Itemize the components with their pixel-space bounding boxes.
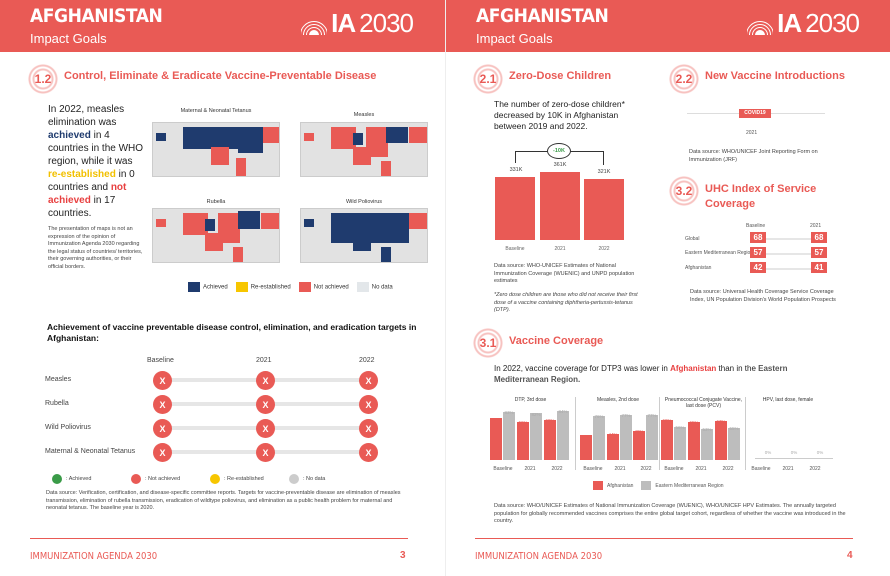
section-title: UHC Index of Service Coverage bbox=[705, 183, 817, 210]
map-rubella bbox=[152, 208, 280, 263]
not-achieved-icon: X bbox=[153, 419, 172, 438]
row-label: Maternal & Neonatal Tetanus bbox=[45, 448, 136, 455]
legend-item: : No data bbox=[289, 474, 368, 484]
logo-rings-icon bbox=[301, 13, 328, 35]
footer-label: IMMUNIZATION AGENDA 2030 bbox=[30, 551, 158, 562]
not-achieved-icon: X bbox=[359, 443, 378, 462]
footer-divider bbox=[475, 538, 853, 539]
column-header: 2021 bbox=[810, 223, 822, 229]
page-number: 4 bbox=[847, 550, 853, 561]
page-3: AFGHANISTAN Impact Goals IA 2030 1.2 Cont… bbox=[0, 0, 445, 562]
row-label: Global bbox=[685, 236, 700, 242]
achieved-icon bbox=[52, 474, 62, 484]
map-polio bbox=[300, 208, 428, 263]
chart-measles2: Measles, 2nd dose 43% 76% 44% 77% 49% 77… bbox=[580, 397, 658, 472]
column-header: 2022 bbox=[359, 357, 375, 364]
not-achieved-icon: X bbox=[359, 371, 378, 390]
footer-divider bbox=[30, 538, 408, 539]
bar bbox=[495, 177, 535, 240]
not-achieved-icon: X bbox=[153, 395, 172, 414]
country-title: AFGHANISTAN bbox=[30, 5, 163, 27]
ia2030-logo: IA 2030 bbox=[301, 8, 414, 39]
map-tetanus bbox=[152, 122, 280, 177]
legend-item: : Re-established bbox=[210, 474, 289, 484]
data-source: Data source: Verification, certification… bbox=[46, 490, 401, 511]
map-title: Maternal & Neonatal Tetanus bbox=[180, 108, 252, 114]
column-header: 2021 bbox=[256, 357, 272, 364]
row-label: Afghanistan bbox=[685, 265, 712, 271]
achievement-title: Achievement of vaccine preventable disea… bbox=[47, 322, 417, 343]
coverage-legend: Afghanistan Eastern Mediterranean Region bbox=[593, 481, 724, 490]
change-annotation: -10K bbox=[547, 143, 571, 159]
bar bbox=[584, 179, 624, 240]
column-header: Baseline bbox=[147, 357, 174, 364]
legend-item: No data bbox=[356, 282, 393, 292]
not-achieved-icon: X bbox=[359, 395, 378, 414]
status-legend: : Achieved : Not achieved : Re-establish… bbox=[52, 474, 368, 484]
page-subtitle: Impact Goals bbox=[476, 31, 553, 46]
bar bbox=[540, 172, 580, 240]
section-badge: 3.1 bbox=[472, 327, 504, 359]
vaccine-year: 2021 bbox=[746, 130, 758, 136]
zero-dose-intro: The number of zero-dose children* decrea… bbox=[494, 99, 625, 131]
section-badge: 3.2 bbox=[668, 175, 700, 207]
data-source: Data source: WHO-UNICEF Estimates of Nat… bbox=[494, 263, 635, 284]
intro-text: In 2022, measles elimination was achieve… bbox=[48, 104, 144, 219]
legend-item: Re-established bbox=[235, 282, 291, 292]
row-label: Rubella bbox=[45, 400, 69, 407]
chart-hpv: HPV, last dose, female 0% 0% 0% Baseline… bbox=[748, 397, 833, 472]
data-source: Data source: Universal Health Coverage S… bbox=[690, 289, 836, 303]
map-legend: Achieved Re-established Not achieved No … bbox=[188, 282, 393, 292]
row-label: Eastern Mediterranean Region bbox=[685, 250, 754, 256]
coverage-intro: In 2022, vaccine coverage for DTP3 was l… bbox=[494, 364, 788, 384]
data-source: Data source: WHO/UNICEF Estimates of Nat… bbox=[494, 503, 846, 524]
page-header: AFGHANISTAN Impact Goals IA 2030 bbox=[0, 0, 445, 52]
page-number: 3 bbox=[400, 550, 406, 561]
footer-label: IMMUNIZATION AGENDA 2030 bbox=[475, 551, 603, 562]
legend-item: Achieved bbox=[188, 282, 228, 292]
page-4: AFGHANISTAN Impact Goals IA 2030 bbox=[445, 0, 890, 576]
section-title: Vaccine Coverage bbox=[509, 335, 604, 347]
not-achieved-icon: X bbox=[256, 443, 275, 462]
not-achieved-icon: X bbox=[256, 419, 275, 438]
map-title: Rubella bbox=[206, 199, 226, 205]
no-data-icon bbox=[289, 474, 299, 484]
section-title: Control, Eliminate & Eradicate Vaccine-P… bbox=[64, 70, 377, 82]
section-title: New Vaccine Introductions bbox=[705, 70, 845, 82]
page-header: AFGHANISTAN Impact Goals IA 2030 bbox=[446, 0, 890, 52]
not-achieved-icon: X bbox=[256, 395, 275, 414]
map-measles bbox=[300, 122, 428, 177]
not-achieved-icon: X bbox=[256, 371, 275, 390]
column-header: Baseline bbox=[746, 223, 766, 229]
vaccine-tag: COVID19 bbox=[739, 109, 771, 118]
legend-item: : Achieved bbox=[52, 474, 131, 484]
not-achieved-icon bbox=[131, 474, 141, 484]
section-badge: 2.1 bbox=[472, 63, 504, 95]
page-subtitle: Impact Goals bbox=[30, 31, 107, 46]
row-label: Measles bbox=[45, 376, 72, 383]
map-title: Wild Poliovirus bbox=[345, 199, 383, 205]
data-source: Data source: WHO/UNICEF Joint Reporting … bbox=[689, 149, 818, 163]
section-badge: 2.2 bbox=[668, 63, 700, 95]
footnote: *Zero dose children are those who did no… bbox=[494, 292, 638, 313]
chart-pcv: Pneumococcal Conjugate Vaccine, last dos… bbox=[661, 397, 743, 472]
row-label: Wild Poliovirus bbox=[45, 424, 91, 431]
re-established-icon bbox=[210, 474, 220, 484]
not-achieved-icon: X bbox=[359, 419, 378, 438]
not-achieved-icon: X bbox=[153, 371, 172, 390]
section-badge: 1.2 bbox=[27, 63, 59, 95]
map-disclaimer: The presentation of maps is not an expre… bbox=[48, 226, 143, 270]
legend-item: Not achieved bbox=[298, 282, 349, 292]
not-achieved-icon: X bbox=[153, 443, 172, 462]
country-title: AFGHANISTAN bbox=[476, 5, 609, 27]
map-title: Measles bbox=[353, 112, 375, 118]
legend-item: : Not achieved bbox=[131, 474, 210, 484]
chart-dtp3: DTP, 3rd dose 72% 83% 66% 82% 69% 84% Ba… bbox=[490, 397, 569, 472]
logo-rings-icon bbox=[747, 13, 774, 35]
section-title: Zero-Dose Children bbox=[509, 70, 612, 82]
ia2030-logo: IA 2030 bbox=[747, 8, 860, 39]
